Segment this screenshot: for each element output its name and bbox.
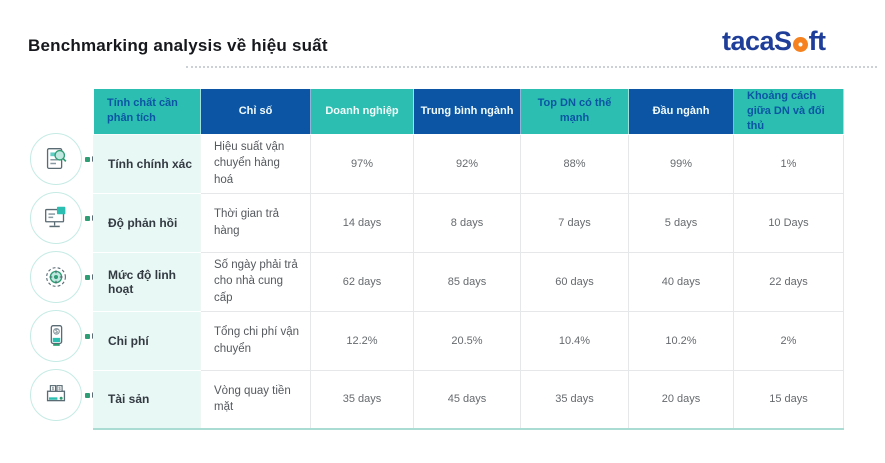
category-cell: Mức độ linh hoạt xyxy=(93,251,201,312)
cost-phone-icon: $ xyxy=(30,310,82,362)
row-icon-response xyxy=(30,191,108,245)
category-cell: Độ phản hồi xyxy=(93,192,201,253)
value-cell: 62 days xyxy=(310,251,414,312)
tacasoft-logo: tacaS ft xyxy=(722,26,826,57)
value-cell: 15 days xyxy=(733,369,844,430)
value-cell: 35 days xyxy=(520,369,629,430)
row-icon-flexibility xyxy=(30,250,108,304)
value-cell: 45 days xyxy=(413,369,521,430)
svg-text:$: $ xyxy=(55,329,58,335)
table-row-accuracy: Tính chính xác Hiệu suất vận chuyển hàng… xyxy=(93,133,844,194)
svg-text:$: $ xyxy=(52,386,55,391)
benchmark-table: Tính chất cần phân tích Chỉ số Doanh ngh… xyxy=(93,88,844,431)
row-icon-cost: $ xyxy=(30,309,108,363)
metric-cell: Thời gian trả hàng xyxy=(200,192,311,253)
value-cell: 8 days xyxy=(413,192,521,253)
value-cell: 7 days xyxy=(520,192,629,253)
header-row: Tính chất cần phân tích Chỉ số Doanh ngh… xyxy=(93,88,844,135)
row-icon-accuracy xyxy=(30,132,108,186)
value-cell: 99% xyxy=(628,133,734,194)
value-cell: 14 days xyxy=(310,192,414,253)
metric-cell: Số ngày phải trả cho nhà cung cấp xyxy=(200,251,311,312)
category-cell: Chi phí xyxy=(93,310,201,371)
value-cell: 22 days xyxy=(733,251,844,312)
value-cell: 40 days xyxy=(628,251,734,312)
logo-text-suffix: ft xyxy=(808,26,826,56)
document-search-icon xyxy=(30,133,82,185)
value-cell: 2% xyxy=(733,310,844,371)
col-header-gap: Khoảng cách giữa DN và đối thủ xyxy=(733,88,844,135)
metric-cell: Hiệu suất vận chuyển hàng hoá xyxy=(200,133,311,194)
col-header-metric: Chỉ số xyxy=(200,88,311,135)
col-header-analysis-trait: Tính chất cần phân tích xyxy=(93,88,201,135)
monitor-response-icon xyxy=(30,192,82,244)
flexibility-gear-icon xyxy=(30,251,82,303)
page-title: Benchmarking analysis về hiệu suất xyxy=(28,36,328,55)
col-header-industry-average: Trung bình ngành xyxy=(413,88,521,135)
value-cell: 97% xyxy=(310,133,414,194)
value-cell: 88% xyxy=(520,133,629,194)
logo-text-prefix: tacaS xyxy=(722,26,792,56)
value-cell: 35 days xyxy=(310,369,414,430)
value-cell: 92% xyxy=(413,133,521,194)
logo-sun-icon xyxy=(792,37,808,52)
header-divider xyxy=(186,66,877,68)
svg-text:$: $ xyxy=(58,386,61,391)
table-row-response: Độ phản hồi Thời gian trả hàng 14 days 8… xyxy=(93,192,844,253)
category-cell: Tính chính xác xyxy=(93,133,201,194)
cash-register-icon: $ $ xyxy=(30,369,82,421)
category-cell: Tài sản xyxy=(93,369,201,430)
value-cell: 10 Days xyxy=(733,192,844,253)
table-row-cost: Chi phí Tổng chi phí vận chuyển 12.2% 20… xyxy=(93,310,844,371)
value-cell: 20.5% xyxy=(413,310,521,371)
value-cell: 10.2% xyxy=(628,310,734,371)
col-header-top-strength: Top DN có thế mạnh xyxy=(520,88,629,135)
value-cell: 5 days xyxy=(628,192,734,253)
col-header-industry-leader: Đầu ngành xyxy=(628,88,734,135)
metric-cell: Vòng quay tiền mặt xyxy=(200,369,311,430)
value-cell: 60 days xyxy=(520,251,629,312)
value-cell: 12.2% xyxy=(310,310,414,371)
metric-cell: Tổng chi phí vận chuyển xyxy=(200,310,311,371)
table-row-flexibility: Mức độ linh hoạt Số ngày phải trả cho nh… xyxy=(93,251,844,312)
col-header-enterprise: Doanh nghiệp xyxy=(310,88,414,135)
row-icon-assets: $ $ xyxy=(30,368,108,422)
value-cell: 20 days xyxy=(628,369,734,430)
value-cell: 10.4% xyxy=(520,310,629,371)
value-cell: 85 days xyxy=(413,251,521,312)
value-cell: 1% xyxy=(733,133,844,194)
table-row-assets: Tài sản Vòng quay tiền mặt 35 days 45 da… xyxy=(93,369,844,430)
